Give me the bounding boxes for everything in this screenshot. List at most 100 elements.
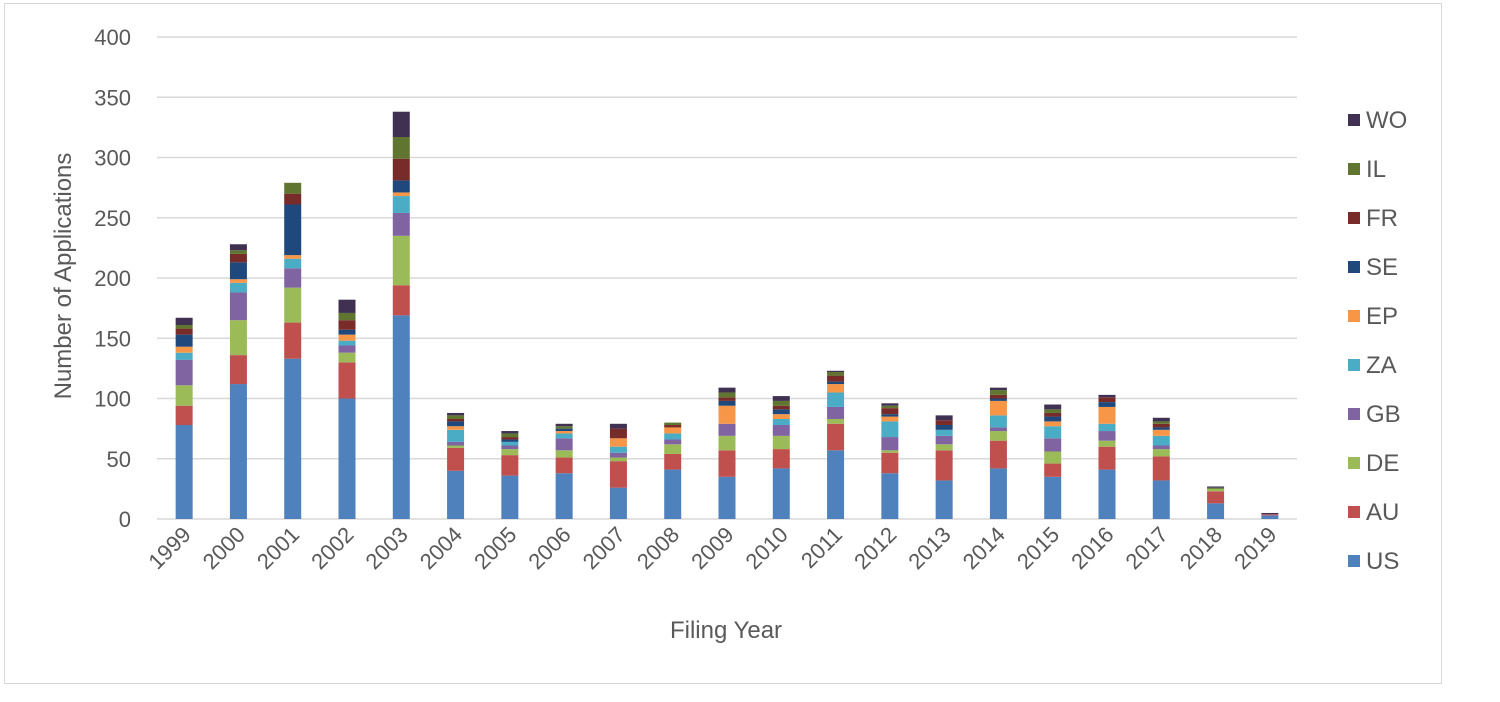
bar-segment-wo-2002 <box>338 299 356 313</box>
x-tick-label: 2008 <box>632 522 684 574</box>
legend-item-wo: WO <box>1348 107 1407 134</box>
bar-segment-se-2009 <box>718 400 736 406</box>
bar-segment-ep-2015 <box>1044 421 1062 427</box>
bar-segment-il-2008 <box>664 422 682 426</box>
x-tick-label: 2002 <box>306 522 358 574</box>
x-tick-label: 2003 <box>361 522 413 574</box>
bar-segment-au-2013 <box>935 450 953 481</box>
bar-segment-fr-2009 <box>718 397 736 401</box>
bar-segment-au-2001 <box>284 322 302 359</box>
bar-segment-il-2012 <box>881 405 899 409</box>
bar-segment-wo-2014 <box>989 387 1007 391</box>
legend-swatch <box>1348 310 1360 322</box>
legend-item-gb: GB <box>1348 401 1401 428</box>
bar-segment-se-2006 <box>555 428 573 432</box>
bar-segment-se-1999 <box>175 334 193 347</box>
bar-segment-il-2015 <box>1044 409 1062 413</box>
bar-segment-de-1999 <box>175 385 193 406</box>
bar-segment-de-2005 <box>501 449 519 456</box>
bar-segment-il-2005 <box>501 433 519 438</box>
bar-segment-de-2006 <box>555 450 573 458</box>
bar-segment-us-2002 <box>338 398 356 519</box>
bar-segment-za-2006 <box>555 433 573 439</box>
bar-segment-us-2018 <box>1207 503 1225 519</box>
bar-segment-us-2004 <box>447 470 465 519</box>
bar-segment-us-2015 <box>1044 476 1062 519</box>
bar-segment-za-2015 <box>1044 426 1062 439</box>
x-tick-label: 2001 <box>252 522 304 574</box>
y-tick-label: 250 <box>94 206 131 231</box>
bar-segment-ep-2008 <box>664 427 682 434</box>
bar-segment-fr-2008 <box>664 425 682 428</box>
bar-segment-de-2004 <box>447 445 465 448</box>
legend-item-au: AU <box>1348 499 1399 526</box>
legend-item-il: IL <box>1348 156 1386 183</box>
bar-segment-gb-2000 <box>229 292 247 321</box>
bar-segment-au-2004 <box>447 447 465 471</box>
bar-segment-ep-2003 <box>392 192 410 197</box>
bar-segment-wo-2004 <box>447 412 465 416</box>
bar-segment-us-2010 <box>772 468 790 519</box>
bar-segment-de-2010 <box>772 435 790 450</box>
bar-segment-se-2013 <box>935 425 953 430</box>
bar-segment-il-2017 <box>1152 421 1170 424</box>
bar-segment-za-2002 <box>338 340 356 346</box>
bar-segment-de-2013 <box>935 444 953 451</box>
bar-segment-au-2006 <box>555 457 573 474</box>
legend-swatch <box>1348 359 1360 371</box>
bar-segment-us-2016 <box>1098 469 1116 519</box>
bar-segment-gb-2010 <box>772 425 790 436</box>
bar-segment-de-2009 <box>718 435 736 451</box>
bar-segment-fr-2002 <box>338 320 356 330</box>
bar-segment-gb-2008 <box>664 439 682 445</box>
bar-segment-wo-2000 <box>229 244 247 251</box>
x-axis-ticks: 1999 2000 2001 2002 2003 2004 2005 2006 2007 2008… <box>143 522 1281 574</box>
bar-segment-za-2005 <box>501 441 519 446</box>
y-tick-label: 150 <box>94 326 131 351</box>
bar-segment-ep-2011 <box>827 384 845 393</box>
bar-segment-de-2015 <box>1044 451 1062 464</box>
bar-segment-us-2006 <box>555 473 573 519</box>
bar-segment-za-2000 <box>229 282 247 293</box>
bar-segment-il-2002 <box>338 312 356 321</box>
bar-segment-us-2014 <box>989 468 1007 519</box>
bar-segment-fr-2012 <box>881 408 899 415</box>
bar-segment-us-2019 <box>1261 515 1279 519</box>
bar-segment-wo-1999 <box>175 317 193 325</box>
bar-segment-wo-2006 <box>555 423 573 427</box>
bar-segment-gb-2015 <box>1044 438 1062 452</box>
x-tick-label: 2014 <box>958 522 1010 574</box>
bar-segment-il-2018 <box>1207 487 1225 489</box>
x-tick-label: 2009 <box>686 522 738 574</box>
bar-segment-se-2011 <box>827 381 845 385</box>
bar-segment-za-2017 <box>1152 435 1170 446</box>
bar-segment-au-2007 <box>609 461 627 488</box>
legend-swatch <box>1348 457 1360 469</box>
bar-segment-gb-2017 <box>1152 445 1170 450</box>
bar-segment-us-2008 <box>664 469 682 519</box>
bar-segment-se-2005 <box>501 439 519 442</box>
bar-segment-ep-2012 <box>881 416 899 422</box>
bar-segment-za-2013 <box>935 429 953 436</box>
bar-segment-gb-2013 <box>935 435 953 445</box>
y-tick-label: 0 <box>119 507 131 532</box>
bar-segment-gb-2004 <box>447 441 465 446</box>
bar-segment-gb-2014 <box>989 427 1007 432</box>
bar-segment-us-2005 <box>501 475 519 519</box>
bar-segment-au-2014 <box>989 440 1007 469</box>
bar-segment-fr-2015 <box>1044 412 1062 417</box>
bar-segment-wo-2005 <box>501 431 519 434</box>
legend-label: SE <box>1366 254 1398 281</box>
bar-segment-ep-2006 <box>555 431 573 434</box>
bar-segment-us-2003 <box>392 315 410 519</box>
x-tick-label: 2013 <box>903 522 955 574</box>
bar-segment-gb-2009 <box>718 423 736 436</box>
bar-segment-gb-2007 <box>609 452 627 458</box>
bar-segment-se-2010 <box>772 409 790 415</box>
bar-segment-au-2016 <box>1098 446 1116 470</box>
bar-segment-ep-1999 <box>175 346 193 353</box>
chart-frame: 0 50 100 150 200 250 300 350 400 1999 2000 2001 200… <box>4 3 1442 684</box>
legend-swatch <box>1348 408 1360 420</box>
legend: WO IL FR SE EP ZA GB DE AU US <box>1348 107 1407 575</box>
legend-item-ep: EP <box>1348 303 1398 330</box>
